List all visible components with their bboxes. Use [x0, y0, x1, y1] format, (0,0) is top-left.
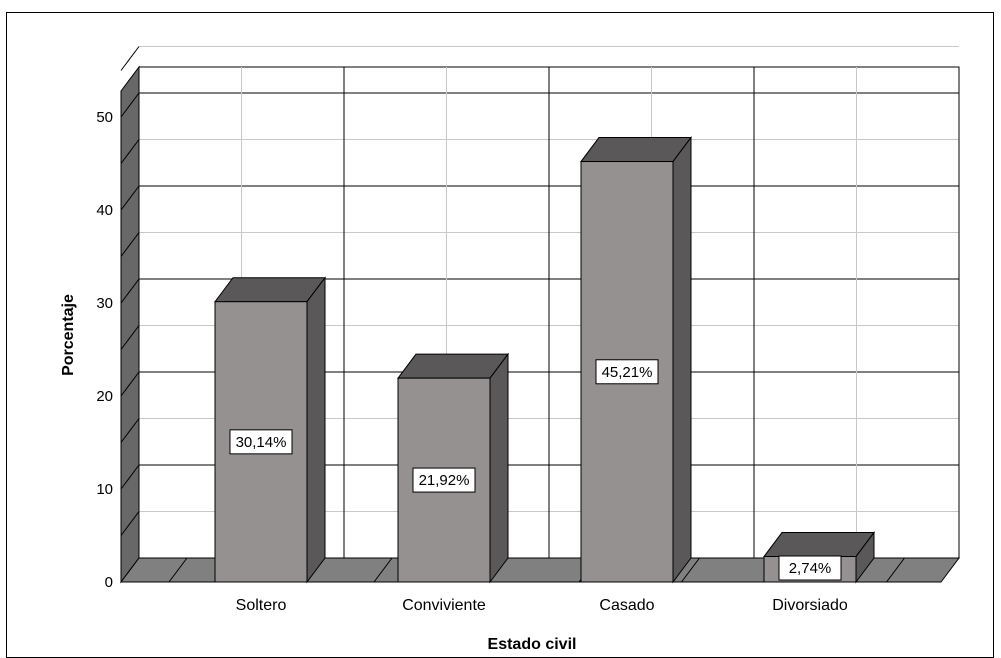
- data-label: 30,14%: [236, 434, 287, 451]
- gridline-side: [120, 511, 140, 536]
- bar-side: [672, 136, 692, 584]
- chart-frame: 30,14% 21,92% 45,21% 2,74% 0 10 20 30 40 50 Solt…: [6, 12, 994, 658]
- x-axis-ticks: Soltero Conviviente Casado Divorsiado: [236, 597, 848, 614]
- x-tick-label: Casado: [599, 597, 654, 614]
- data-label-box: [412, 467, 476, 493]
- data-label: 21,92%: [419, 472, 470, 489]
- gridline-side: [120, 371, 140, 397]
- bar-top: [580, 137, 692, 163]
- y-axis-ticks: 0 10 20 30 40 50: [96, 109, 113, 591]
- bar-casado: 45,21%: [580, 136, 692, 584]
- bar-conviviente: 21,92%: [397, 352, 509, 584]
- data-label-box: [229, 429, 293, 455]
- floor-line: [373, 557, 393, 583]
- data-label-box: [778, 555, 842, 581]
- data-label-box: [595, 359, 659, 385]
- x-tick-label: Soltero: [236, 597, 287, 614]
- data-label: 2,74%: [789, 560, 832, 577]
- y-tick-label: 10: [96, 481, 113, 498]
- gridline-side: [120, 92, 140, 118]
- y-tick-label: 30: [96, 295, 113, 312]
- bar-divorsiado: 2,74%: [763, 531, 875, 584]
- bar-top: [214, 277, 326, 303]
- x-axis-title: Estado civil: [488, 636, 577, 653]
- gridline-side: [120, 139, 140, 164]
- x-tick-label: Divorsiado: [772, 597, 848, 614]
- y-tick-label: 20: [96, 388, 113, 405]
- x-tick-label: Conviviente: [402, 597, 486, 614]
- bar-side: [489, 352, 509, 584]
- bar-top: [763, 532, 875, 558]
- gridline-side: [120, 185, 140, 211]
- y-tick-label: 40: [96, 202, 113, 219]
- floor-line: [886, 557, 905, 583]
- y-tick-label: 50: [96, 109, 113, 126]
- floor-line: [168, 557, 188, 583]
- y-axis-title: Porcentaje: [60, 294, 77, 376]
- gridline-side: [120, 464, 140, 490]
- gridline-side: [120, 278, 140, 304]
- gridline-side: [120, 418, 140, 443]
- left-wall: [120, 65, 140, 584]
- data-label: 45,21%: [602, 364, 653, 381]
- floor-line: [681, 557, 700, 583]
- bar-side: [306, 276, 326, 584]
- gridline-side: [120, 46, 140, 71]
- bar-top: [397, 353, 509, 379]
- gridline-side: [120, 325, 140, 350]
- gridline-side: [120, 232, 140, 257]
- bars: 30,14% 21,92% 45,21% 2,74%: [214, 136, 875, 584]
- bar-soltero: 30,14%: [214, 276, 326, 584]
- y-tick-label: 0: [105, 574, 113, 591]
- bar-chart: 30,14% 21,92% 45,21% 2,74% 0 10 20 30 40 50 Solt…: [60, 46, 960, 653]
